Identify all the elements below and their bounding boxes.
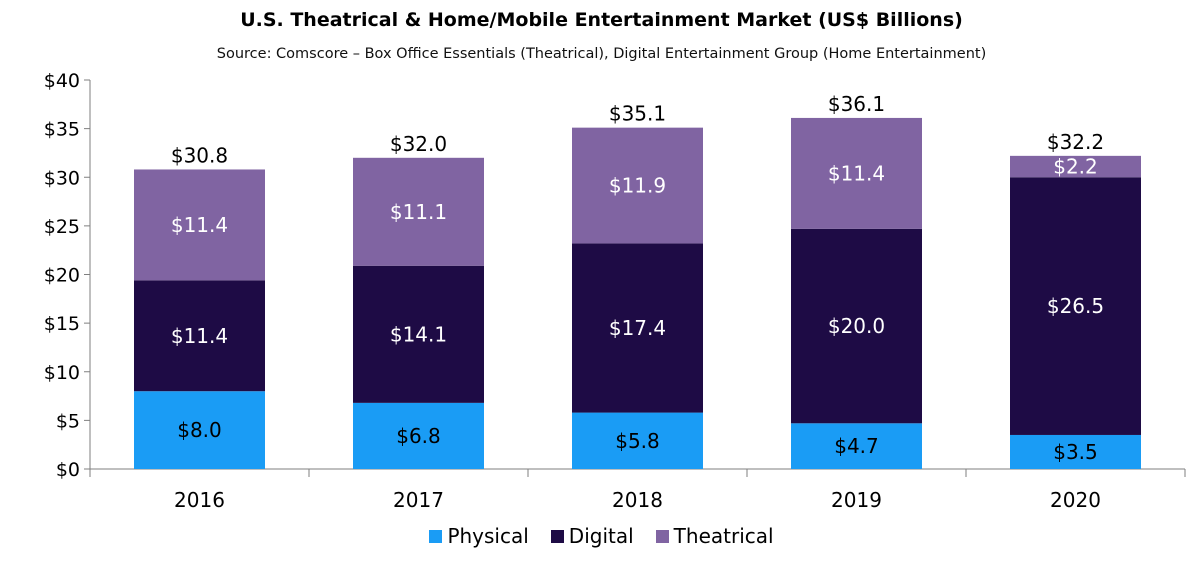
- bar-segment-physical: [1010, 434, 1141, 469]
- bar-segment-physical: [134, 391, 265, 469]
- legend-swatch: [429, 529, 443, 543]
- bar-segment-digital: [572, 243, 703, 413]
- total-label: $32.2: [1047, 130, 1104, 154]
- segment-label: $11.4: [171, 324, 228, 348]
- bar-segment-theatrical: [791, 117, 922, 229]
- legend-label: Theatrical: [673, 524, 774, 548]
- segment-label: $17.4: [609, 316, 666, 340]
- bar-segment-physical: [572, 412, 703, 469]
- legend-swatch: [550, 529, 564, 543]
- legend-swatch: [655, 529, 669, 543]
- data-labels: $8.0 $11.4 $11.4 $30.8 $6.8 $14.1 $11.1 $32.0 $5…: [171, 92, 1104, 464]
- bar-segment-digital: [791, 228, 922, 424]
- legend-item-physical: Physical: [429, 524, 529, 548]
- y-tick-label: $0: [56, 459, 80, 481]
- segment-label: $11.4: [171, 213, 228, 237]
- bar-segment-theatrical: [572, 127, 703, 244]
- legend-label: Digital: [568, 524, 634, 548]
- segment-label: $6.8: [396, 424, 441, 448]
- legend: Physical Digital Theatrical: [0, 524, 1203, 548]
- segment-label: $20.0: [828, 314, 885, 338]
- bar-segment-physical: [791, 423, 922, 469]
- segment-label: $26.5: [1047, 294, 1104, 318]
- legend-item-digital: Digital: [550, 524, 634, 548]
- bar-segment-theatrical: [1010, 155, 1141, 178]
- axes: $0 $5 $10 $15 $20 $25 $30 $35 $40 2016 2017 2018 201…: [44, 70, 1186, 512]
- x-tick-label: 2016: [174, 488, 225, 512]
- bar-segment-digital: [134, 280, 265, 392]
- total-label: $32.0: [390, 132, 447, 156]
- bar-segment-digital: [353, 265, 484, 403]
- y-tick-label: $40: [44, 70, 80, 92]
- chart-title: U.S. Theatrical & Home/Mobile Entertainm…: [240, 9, 963, 31]
- bar-segment-theatrical: [353, 157, 484, 266]
- segment-label: $14.1: [390, 322, 447, 346]
- bar-segment-theatrical: [134, 169, 265, 281]
- chart-subtitle: Source: Comscore – Box Office Essentials…: [216, 46, 987, 62]
- x-tick-label: 2017: [393, 488, 444, 512]
- segment-label: $4.7: [834, 434, 879, 458]
- segment-label: $3.5: [1053, 440, 1098, 464]
- total-label: $35.1: [609, 102, 666, 126]
- y-tick-label: $10: [44, 362, 80, 384]
- bar-segment-physical: [353, 402, 484, 469]
- x-tick-label: 2018: [612, 488, 663, 512]
- segment-label: $5.8: [615, 429, 660, 453]
- x-tick-label: 2019: [831, 488, 882, 512]
- y-tick-label: $20: [44, 265, 80, 287]
- y-tick-label: $5: [56, 410, 80, 432]
- y-tick-label: $30: [44, 167, 80, 189]
- x-tick-label: 2020: [1050, 488, 1101, 512]
- segment-label: $11.4: [828, 161, 885, 185]
- segment-label: $2.2: [1053, 155, 1098, 179]
- y-tick-label: $25: [44, 216, 80, 238]
- segment-label: $11.1: [390, 200, 447, 224]
- y-tick-label: $15: [44, 313, 80, 335]
- segment-label: $8.0: [177, 418, 222, 442]
- total-label: $36.1: [828, 92, 885, 116]
- bars: [134, 117, 1141, 469]
- segment-label: $11.9: [609, 174, 666, 198]
- legend-label: Physical: [447, 524, 529, 548]
- bar-segment-digital: [1010, 177, 1141, 435]
- total-label: $30.8: [171, 143, 228, 167]
- legend-item-theatrical: Theatrical: [655, 524, 774, 548]
- y-tick-label: $35: [44, 119, 80, 141]
